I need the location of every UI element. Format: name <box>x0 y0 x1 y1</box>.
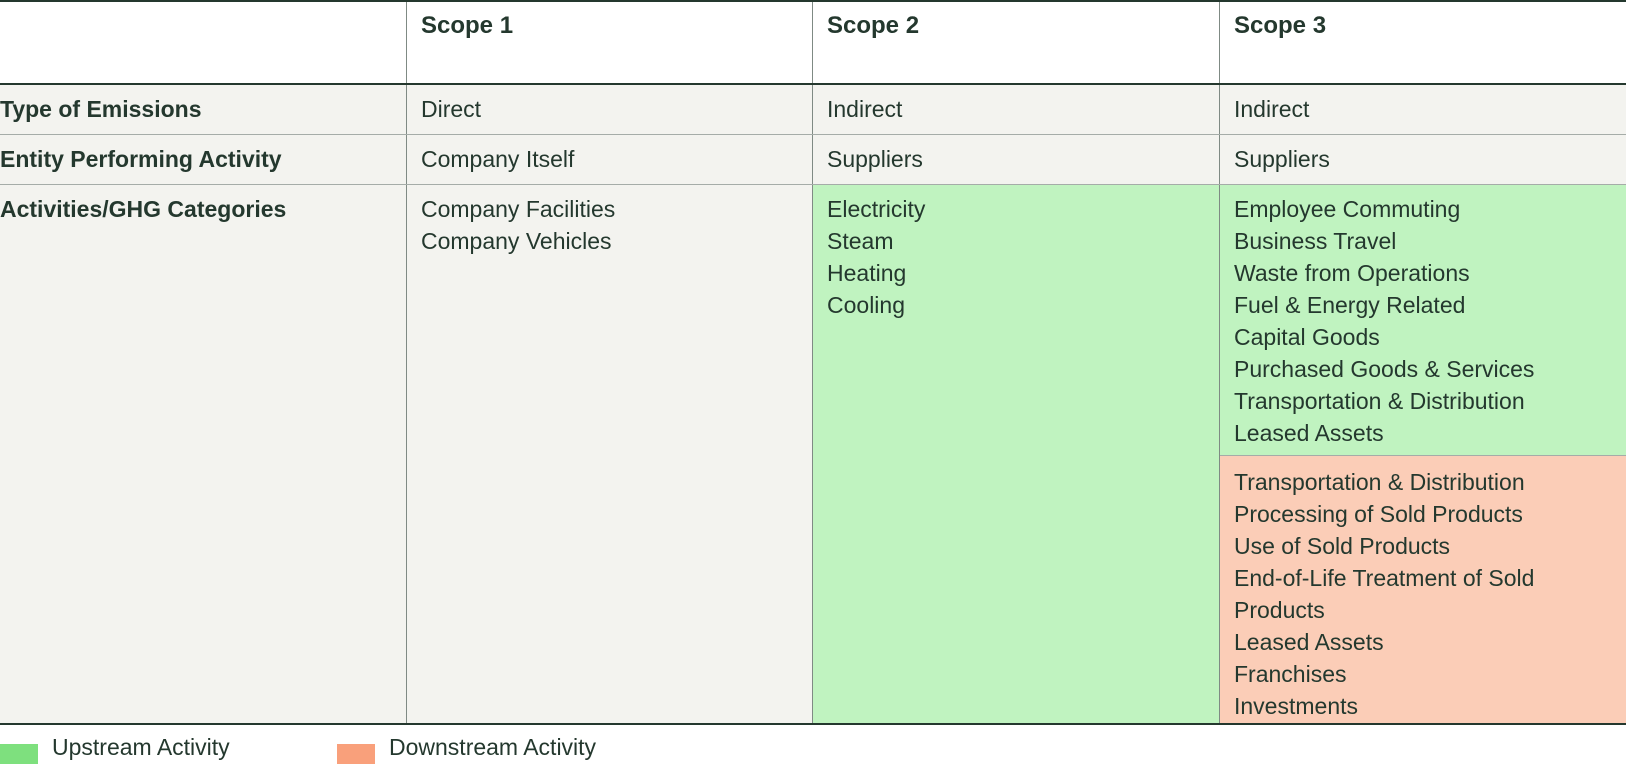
activity-item: Franchises <box>1234 661 1347 687</box>
activity-item: Waste from Operations <box>1234 260 1470 286</box>
cell-scope1-activities: Company Facilities Company Vehicles <box>406 185 812 723</box>
table-row-type-of-emissions: Type of Emissions Direct Indirect Indire… <box>0 85 1626 135</box>
activity-item: Cooling <box>827 292 905 318</box>
activity-item: Company Vehicles <box>421 228 612 254</box>
downstream-swatch <box>337 744 375 764</box>
row-label-entity: Entity Performing Activity <box>0 146 282 172</box>
activity-item: Transportation & Distribution <box>1234 388 1525 414</box>
cell-scope3-type: Indirect <box>1219 85 1626 134</box>
header-scope-1: Scope 1 <box>406 2 812 83</box>
scope3-downstream-block: Transportation & Distribution Processing… <box>1220 456 1626 723</box>
table-header-row: Scope 1 Scope 2 Scope 3 <box>0 2 1626 85</box>
cell-scope2-type: Indirect <box>812 85 1219 134</box>
cell-scope1-entity: Company Itself <box>406 135 812 184</box>
activity-item: End-of-Life Treatment of Sold Products <box>1234 565 1535 623</box>
activity-item: Heating <box>827 260 907 286</box>
table-row-entity: Entity Performing Activity Company Itsel… <box>0 135 1626 185</box>
activity-item: Fuel & Energy Related <box>1234 292 1466 318</box>
header-scope-3: Scope 3 <box>1219 2 1626 83</box>
cell-scope1-type: Direct <box>406 85 812 134</box>
row-label-type-of-emissions: Type of Emissions <box>0 96 202 122</box>
cell-scope2-activities-upstream: Electricity Steam Heating Cooling <box>812 185 1219 723</box>
cell-scope2-entity: Suppliers <box>812 135 1219 184</box>
emissions-scope-table: Scope 1 Scope 2 Scope 3 Type of Emission… <box>0 0 1626 725</box>
activity-item: Capital Goods <box>1234 324 1380 350</box>
header-scope-2: Scope 2 <box>812 2 1219 83</box>
activity-item: Use of Sold Products <box>1234 533 1451 559</box>
activity-item: Purchased Goods & Services <box>1234 356 1535 382</box>
legend-label-upstream: Upstream Activity <box>52 734 230 760</box>
activity-item: Steam <box>827 228 894 254</box>
activity-item: Transportation & Distribution <box>1234 469 1525 495</box>
upstream-swatch <box>0 744 38 764</box>
activity-item: Electricity <box>827 196 926 222</box>
header-empty-cell <box>0 2 406 83</box>
activity-item: Leased Assets <box>1234 629 1384 655</box>
activity-item: Business Travel <box>1234 228 1397 254</box>
table-row-activities: Activities/GHG Categories Company Facili… <box>0 185 1626 723</box>
activity-item: Investments <box>1234 693 1358 719</box>
activity-item: Company Facilities <box>421 196 616 222</box>
activity-item: Employee Commuting <box>1234 196 1461 222</box>
cell-scope3-entity: Suppliers <box>1219 135 1626 184</box>
activity-item: Leased Assets <box>1234 420 1384 446</box>
cell-scope3-activities: Employee Commuting Business Travel Waste… <box>1219 185 1626 723</box>
scope3-upstream-block: Employee Commuting Business Travel Waste… <box>1220 185 1626 456</box>
row-label-activities: Activities/GHG Categories <box>0 196 287 222</box>
legend-label-downstream: Downstream Activity <box>389 734 597 760</box>
activity-item: Processing of Sold Products <box>1234 501 1523 527</box>
